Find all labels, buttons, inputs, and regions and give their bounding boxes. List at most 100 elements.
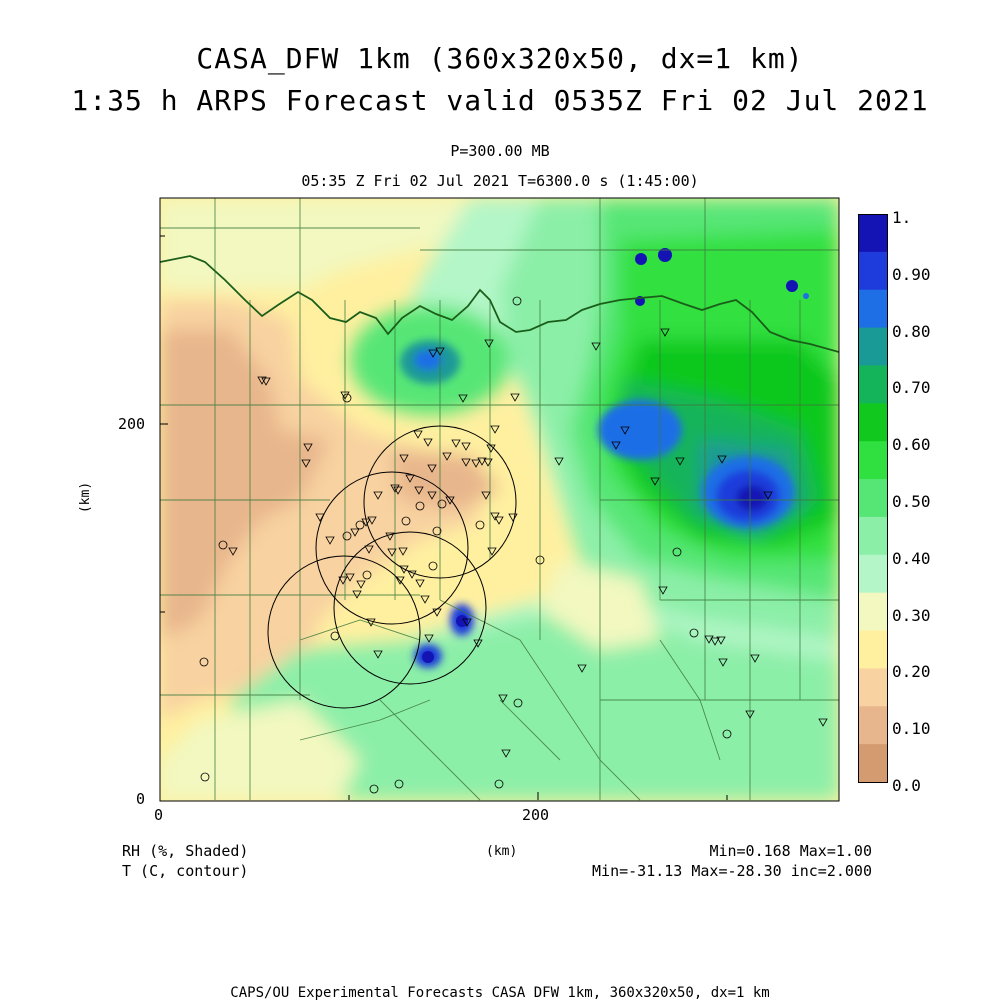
station-marker-triangle — [325, 536, 335, 545]
colorbar-swatch — [858, 516, 888, 556]
station-marker-triangle — [577, 664, 587, 673]
station-marker-triangle — [486, 444, 496, 453]
colorbar-label: 0.0 — [892, 776, 921, 795]
legend-stats-t: Min=-31.13 Max=-28.30 inc=2.000 — [592, 862, 872, 880]
station-marker-triangle — [487, 547, 497, 556]
station-marker-triangle — [745, 710, 755, 719]
station-marker-triangle — [399, 565, 409, 574]
plot-title-line1: CASA_DFW 1km (360x320x50, dx=1 km) — [196, 42, 804, 75]
station-marker-triangle — [445, 496, 455, 505]
state-border — [160, 255, 839, 353]
axis-ticks — [159, 235, 728, 800]
station-marker-triangle — [399, 454, 409, 463]
station-marker-circle — [415, 501, 425, 511]
station-marker-triangle — [718, 658, 728, 667]
colorbar-swatch — [858, 479, 888, 518]
station-marker-triangle — [490, 425, 500, 434]
station-marker-triangle — [407, 570, 417, 579]
station-marker-triangle — [716, 636, 726, 645]
colorbar-swatch — [858, 668, 888, 707]
station-marker-triangle — [415, 579, 425, 588]
station-marker-triangle — [484, 339, 494, 348]
colorbar-label: 1. — [892, 208, 912, 227]
station-marker-triangle — [398, 547, 408, 556]
x-axis-label: (km) — [486, 844, 518, 859]
station-marker-triangle — [620, 426, 630, 435]
station-marker-triangle — [501, 749, 511, 758]
station-marker-triangle — [462, 618, 472, 627]
station-marker-triangle — [483, 458, 493, 467]
station-marker-circle — [722, 729, 732, 739]
station-marker-circle — [535, 555, 545, 565]
station-marker-triangle — [650, 477, 660, 486]
station-marker-triangle — [490, 512, 500, 521]
station-marker-triangle — [481, 491, 491, 500]
legend-field-rh: RH (%, Shaded) — [122, 842, 249, 860]
station-marker-triangle — [373, 650, 383, 659]
station-marker-circle — [689, 628, 699, 638]
station-marker-triangle — [350, 528, 360, 537]
colorbar-swatch — [858, 365, 888, 404]
station-marker-triangle — [494, 516, 504, 525]
station-marker-triangle — [675, 457, 685, 466]
station-marker-circle — [199, 657, 209, 667]
colorbar-swatch — [858, 214, 888, 253]
station-marker-triangle — [471, 459, 481, 468]
x-tick-200: 200 — [522, 806, 550, 824]
station-marker-triangle — [591, 342, 601, 351]
colorbar-label: 0.30 — [892, 605, 931, 625]
colorbar-swatch — [858, 744, 888, 783]
colorbar-swatch — [858, 441, 888, 480]
station-marker-circle — [218, 540, 228, 550]
station-marker-triangle — [315, 513, 325, 522]
station-marker-circle — [475, 520, 485, 530]
station-marker-triangle — [257, 376, 267, 385]
station-marker-triangle — [710, 637, 720, 646]
footer-credit: CAPS/OU Experimental Forecasts CASA DFW … — [230, 985, 770, 1001]
y-tick-0: 0 — [136, 790, 146, 808]
station-marker-circle — [369, 784, 379, 794]
plot-title-line2: 1:35 h ARPS Forecast valid 0535Z Fri 02 … — [71, 84, 929, 117]
station-marker-triangle — [704, 635, 714, 644]
station-marker-triangle — [660, 328, 670, 337]
colorbar-label: 0.10 — [892, 719, 931, 739]
station-marker-triangle — [385, 532, 395, 541]
legend-field-t: T (C, contour) — [122, 862, 249, 880]
station-marker-circle — [330, 631, 340, 641]
colorbar-swatch — [858, 327, 888, 366]
station-marker-triangle — [461, 458, 471, 467]
station-marker-triangle — [498, 694, 508, 703]
colorbar-label: 0.80 — [892, 321, 931, 341]
legend-stats-rh: Min=0.168 Max=1.00 — [709, 842, 872, 860]
station-marker-triangle — [442, 452, 452, 461]
colorbar — [858, 214, 888, 783]
plot-frame — [159, 197, 840, 802]
station-marker-triangle — [340, 391, 350, 400]
station-marker-triangle — [432, 608, 442, 617]
colorbar-swatch — [858, 630, 888, 669]
station-marker-triangle — [228, 547, 238, 556]
colorbar-swatch — [858, 592, 888, 632]
x-tick-0: 0 — [154, 806, 164, 824]
colorbar-label: 0.70 — [892, 378, 931, 398]
colorbar-swatch — [858, 554, 888, 594]
station-marker-circle — [342, 393, 352, 403]
station-markers — [199, 296, 828, 794]
station-marker-triangle — [361, 518, 371, 527]
station-marker-triangle — [413, 430, 423, 439]
station-marker-triangle — [356, 580, 366, 589]
station-marker-triangle — [301, 459, 311, 468]
station-marker-circle — [437, 499, 447, 509]
station-marker-triangle — [750, 654, 760, 663]
station-marker-circle — [494, 779, 504, 789]
colorbar-label: 0.20 — [892, 662, 931, 682]
station-marker-triangle — [338, 576, 348, 585]
station-marker-triangle — [508, 513, 518, 522]
station-marker-triangle — [473, 639, 483, 648]
station-marker-triangle — [405, 474, 415, 483]
station-marker-triangle — [390, 484, 400, 493]
station-marker-circle — [428, 561, 438, 571]
colorbar-swatch — [858, 403, 888, 442]
colorbar-label: 0.90 — [892, 264, 931, 284]
